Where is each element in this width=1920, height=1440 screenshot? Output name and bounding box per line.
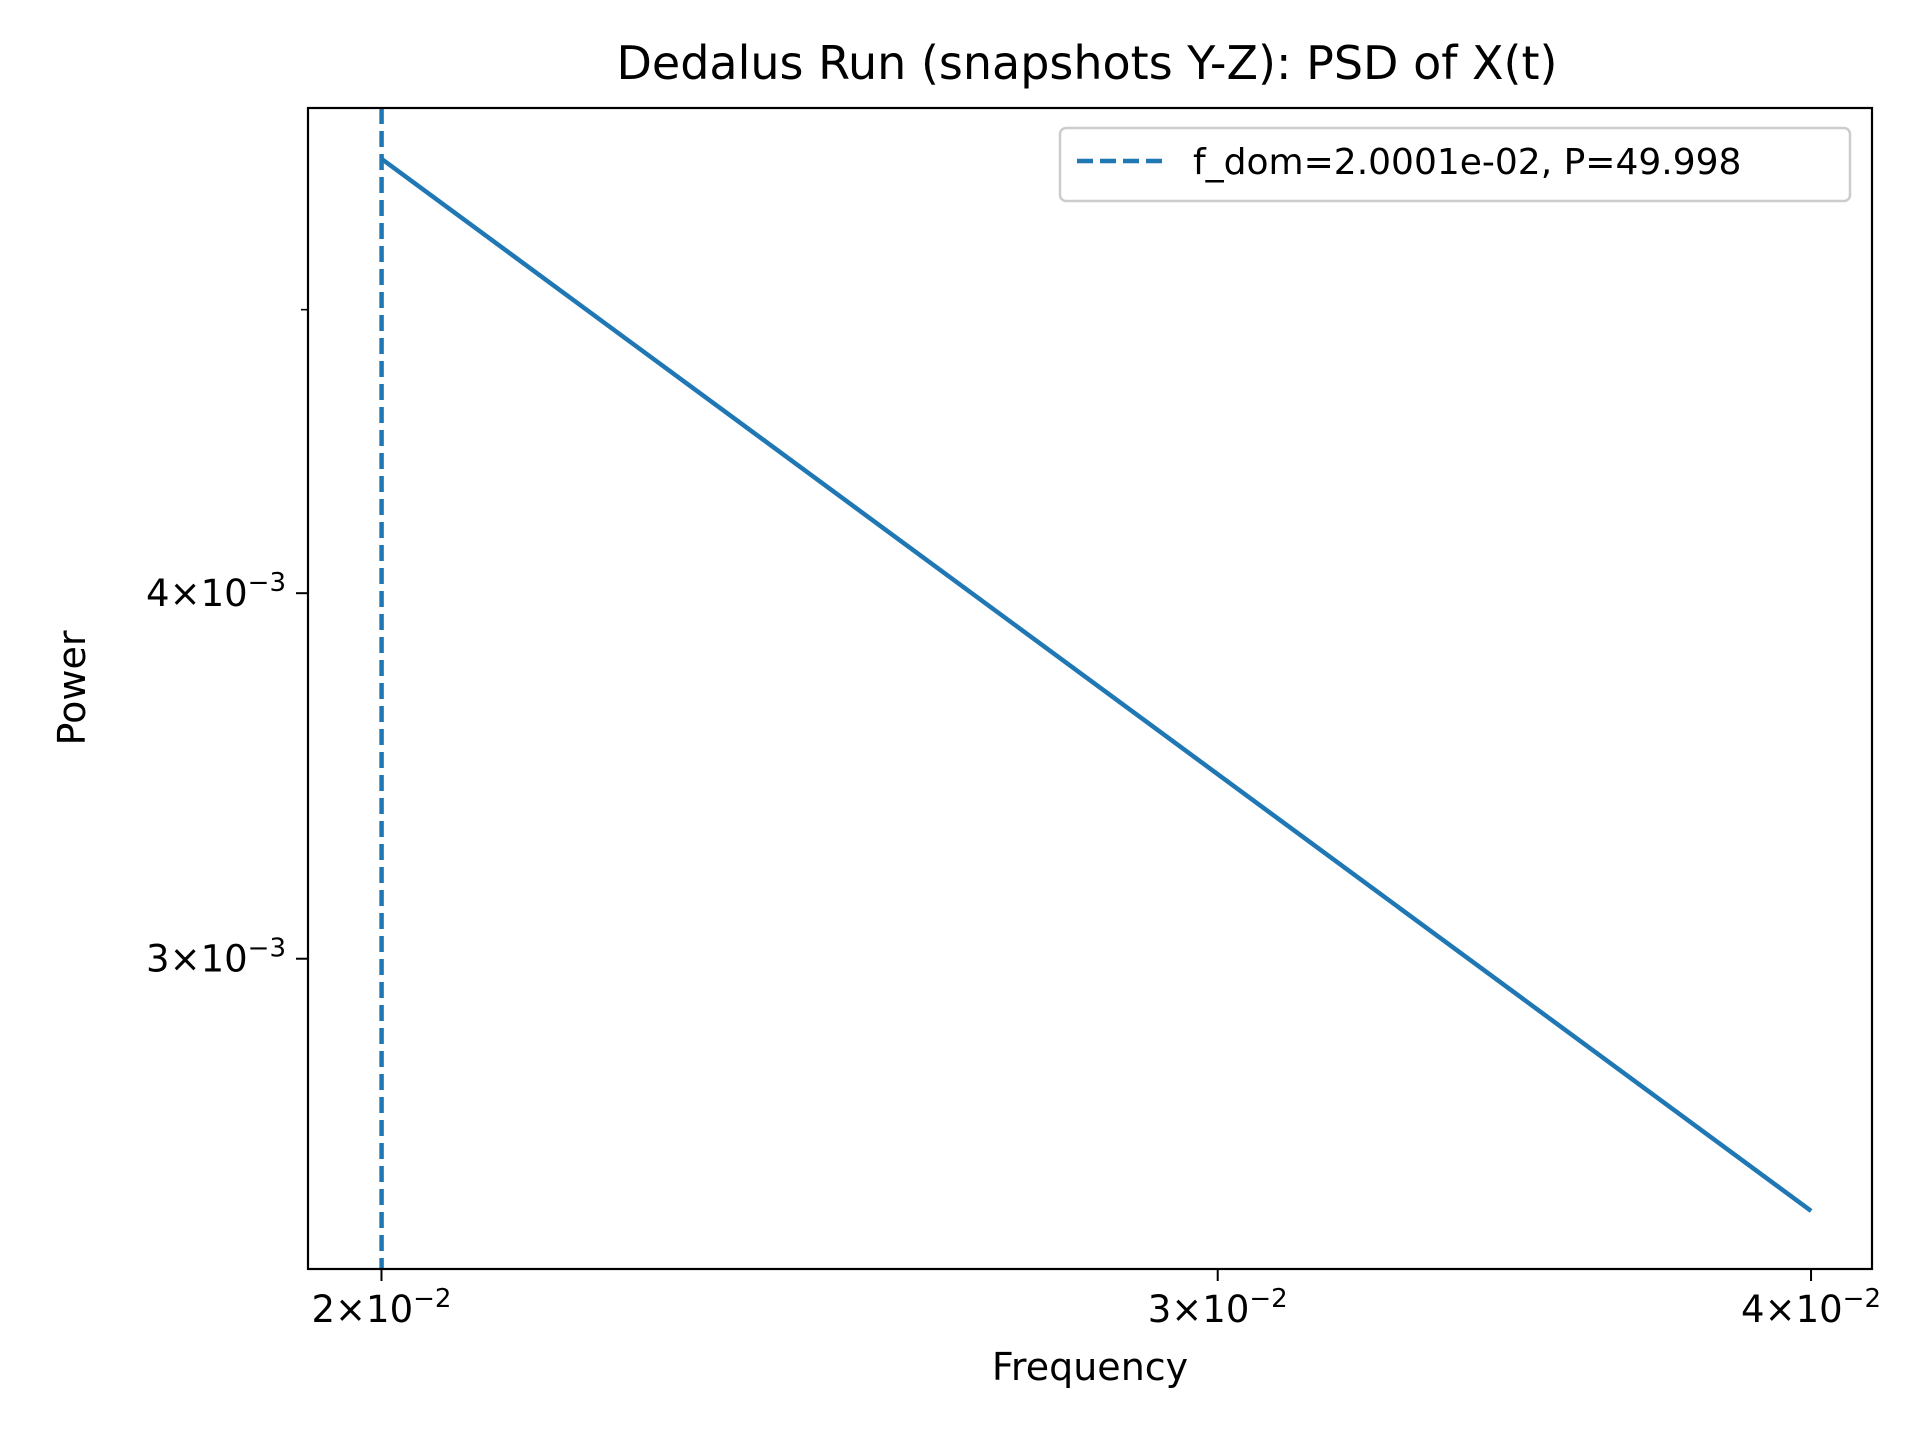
x-axis-label: Frequency — [992, 1345, 1188, 1389]
x-tick-label: 4×10−2 — [1741, 1284, 1881, 1331]
plot-area — [379, 108, 1813, 1269]
x-tick-label: 3×10−2 — [1148, 1284, 1288, 1331]
y-tick-label: 4×10−3 — [146, 568, 286, 615]
legend-entry-label: f_dom=2.0001e-02, P=49.998 — [1193, 142, 1741, 183]
psd-series-line — [380, 157, 1813, 1213]
y-axis-label: Power — [50, 630, 94, 745]
y-axis-ticks: 3×10−3 4×10−3 — [146, 308, 308, 981]
legend-box — [1058, 126, 1852, 203]
axes-frame — [306, 106, 1874, 1271]
chart-title: Dedalus Run (snapshots Y-Z): PSD of X(t) — [616, 36, 1557, 90]
x-axis-ticks: 2×10−2 3×10−2 4×10−2 — [312, 1269, 1881, 1331]
legend: f_dom=2.0001e-02, P=49.998 — [1058, 126, 1852, 203]
x-tick-label: 2×10−2 — [312, 1284, 452, 1331]
y-tick-label: 3×10−3 — [146, 934, 286, 981]
